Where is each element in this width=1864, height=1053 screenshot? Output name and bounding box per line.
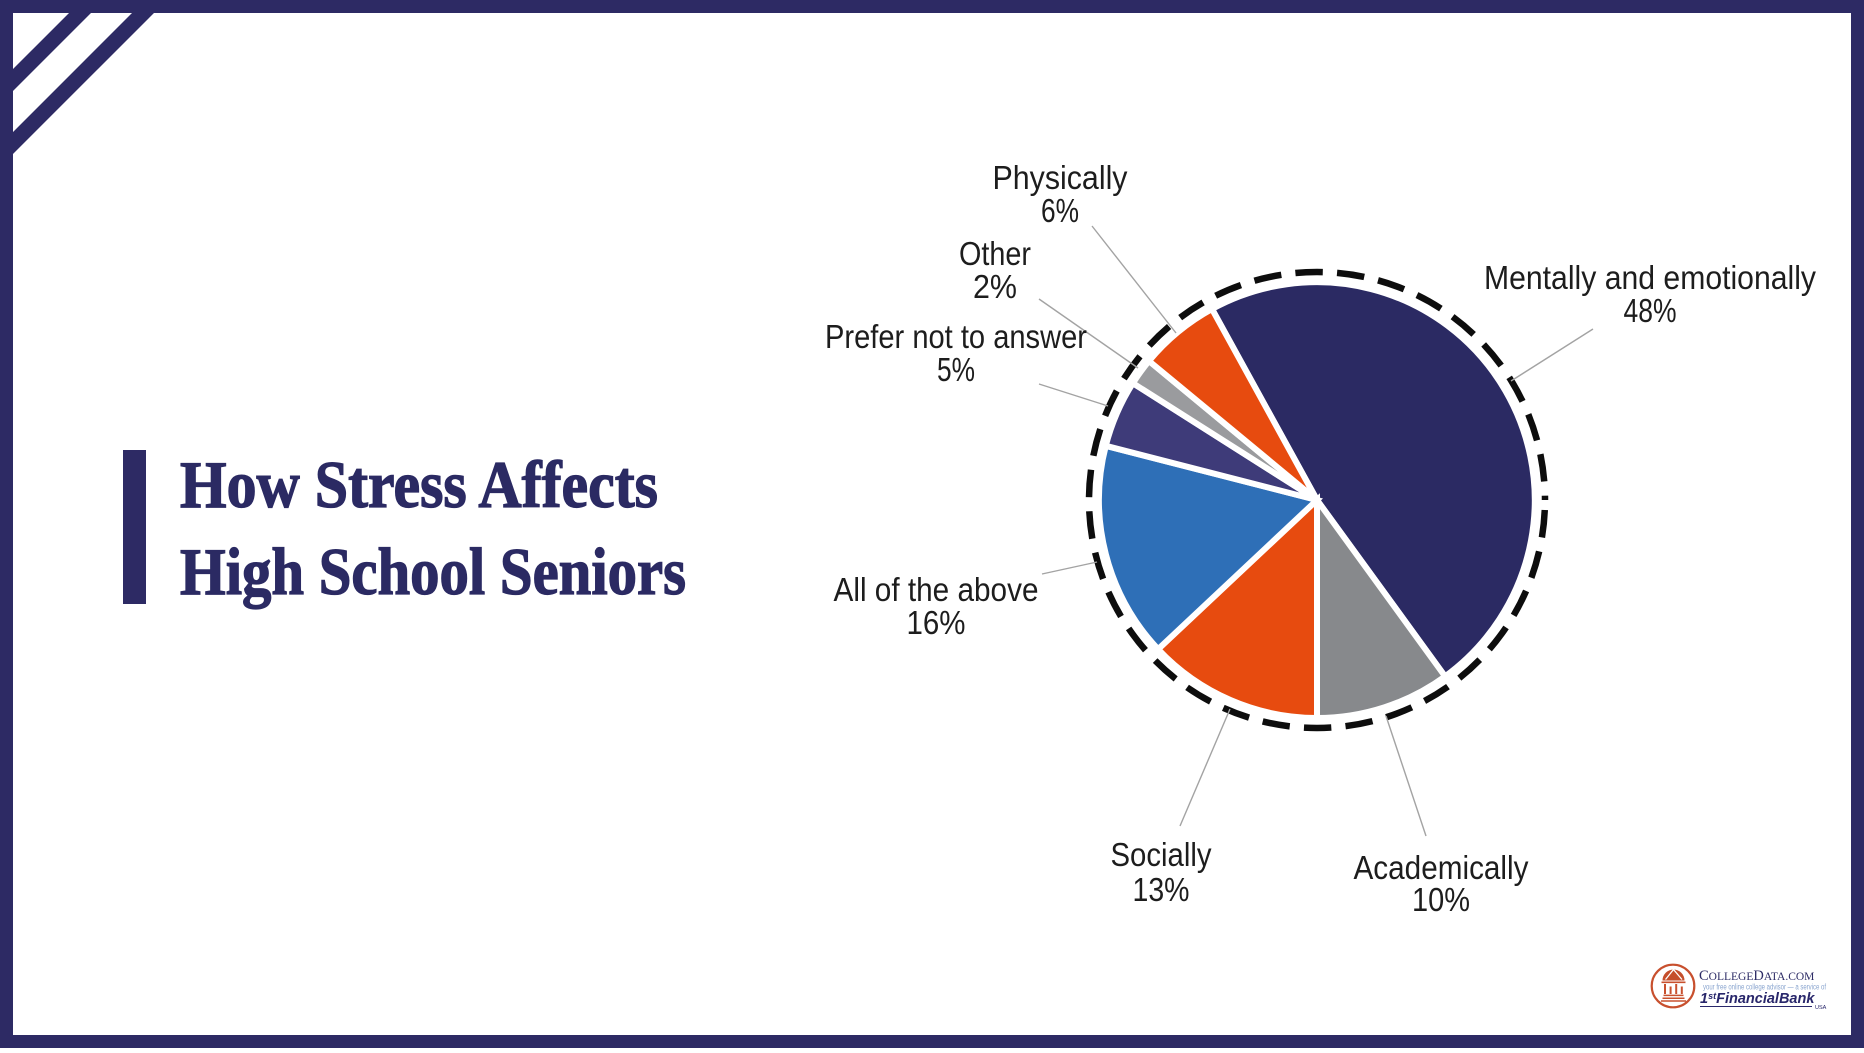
svg-text:Prefer not to answer: Prefer not to answer [825, 318, 1087, 355]
svg-text:Other: Other [959, 235, 1031, 272]
svg-text:Academically: Academically [1354, 849, 1529, 886]
svg-text:10%: 10% [1412, 881, 1470, 918]
svg-text:48%: 48% [1624, 292, 1677, 329]
svg-text:2%: 2% [973, 268, 1017, 305]
svg-text:High School Seniors: High School Seniors [180, 535, 686, 609]
svg-text:All of the above: All of the above [834, 571, 1039, 608]
svg-text:16%: 16% [907, 604, 966, 641]
svg-text:Physically: Physically [993, 159, 1128, 196]
svg-text:1stFinancialBank: 1stFinancialBank [1700, 991, 1815, 1007]
svg-text:USA: USA [1815, 1005, 1827, 1011]
svg-text:13%: 13% [1133, 871, 1190, 908]
svg-text:your free online college advis: your free online college advisor — a ser… [1703, 983, 1827, 992]
svg-text:COLLEGEDATA.COM: COLLEGEDATA.COM [1699, 968, 1814, 984]
svg-text:How Stress Affects: How Stress Affects [180, 448, 658, 522]
svg-text:6%: 6% [1041, 192, 1079, 229]
svg-text:Socially: Socially [1111, 836, 1212, 873]
svg-text:5%: 5% [937, 351, 975, 388]
svg-text:Mentally and emotionally: Mentally and emotionally [1484, 259, 1816, 296]
